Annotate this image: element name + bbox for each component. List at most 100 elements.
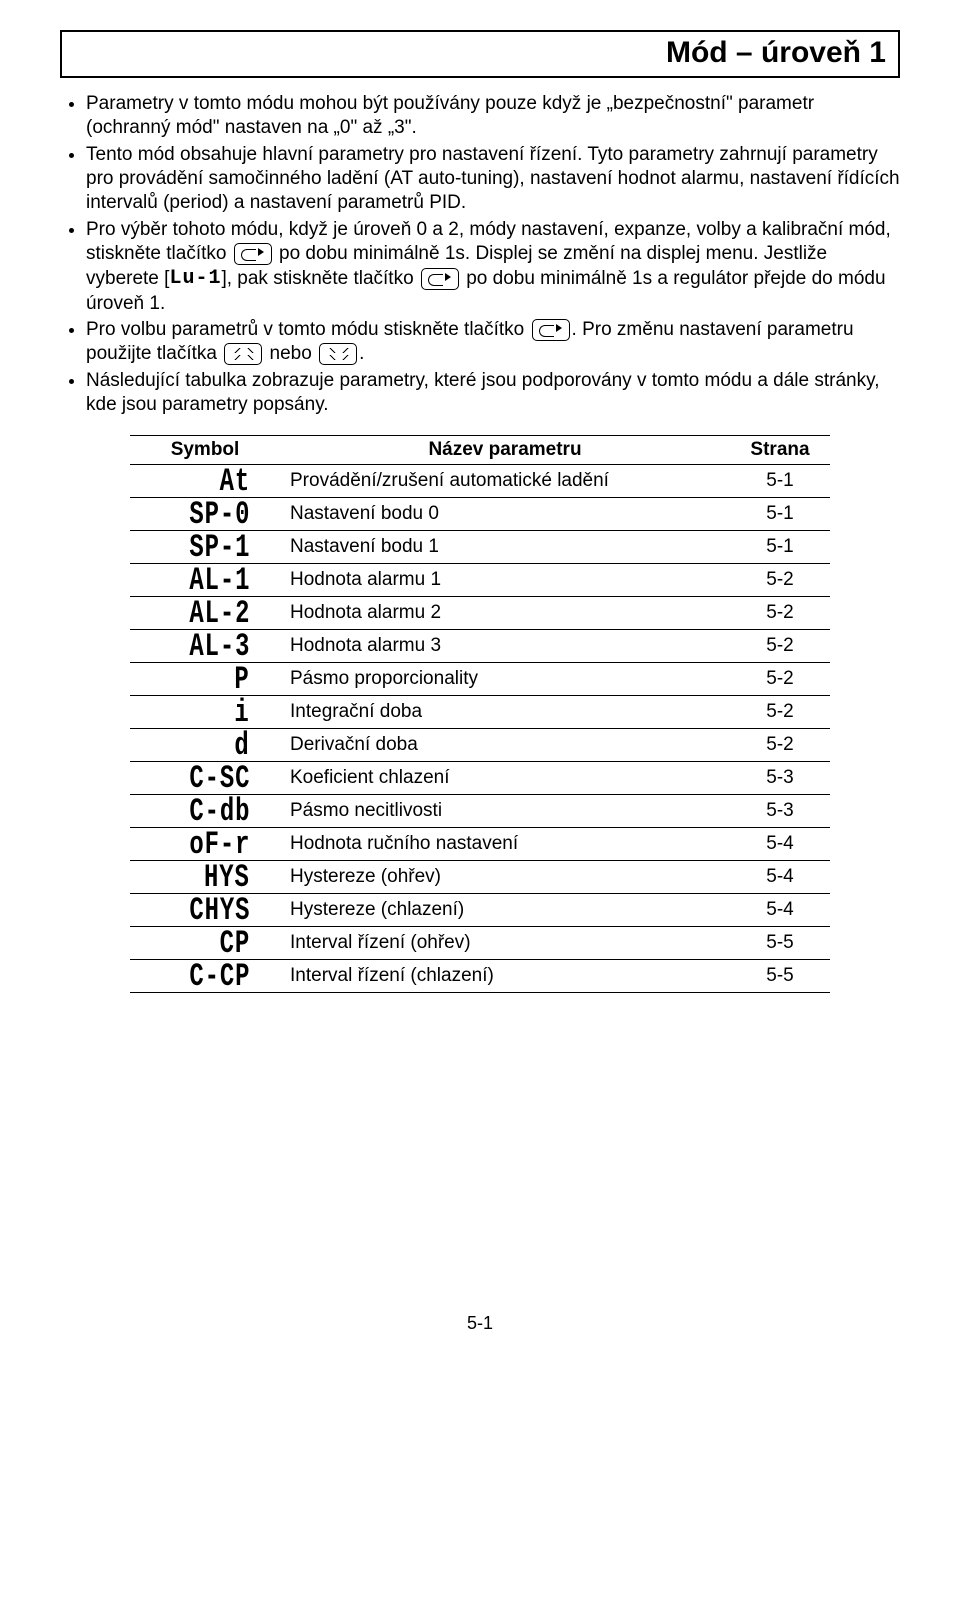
name-cell: Pásmo proporcionality: [280, 663, 730, 696]
table-row: HYS Hystereze (ohřev)5-4: [130, 861, 830, 894]
bullet-4-text-d: .: [359, 343, 364, 364]
name-cell: Interval řízení (chlazení): [280, 960, 730, 993]
bullet-2: Tento mód obsahuje hlavní parametry pro …: [86, 143, 900, 216]
symbol-cell: SP-0: [130, 498, 280, 531]
segment-symbol: AL-3: [189, 630, 250, 663]
segment-symbol: CHYS: [189, 894, 250, 927]
symbol-cell: CHYS: [130, 894, 280, 927]
name-cell: Hystereze (ohřev): [280, 861, 730, 894]
bullet-1: Parametry v tomto módu mohou být používá…: [86, 92, 900, 141]
segment-symbol: At: [219, 465, 250, 498]
name-cell: Nastavení bodu 0: [280, 498, 730, 531]
page-cell: 5-2: [730, 729, 830, 762]
name-cell: Nastavení bodu 1: [280, 531, 730, 564]
parameter-table: Symbol Název parametru Strana At Prováděn…: [130, 435, 830, 993]
table-row: AL-3Hodnota alarmu 35-2: [130, 630, 830, 663]
page-cell: 5-5: [730, 927, 830, 960]
page-number: 5-1: [60, 1313, 900, 1334]
page-cell: 5-1: [730, 498, 830, 531]
page-cell: 5-3: [730, 762, 830, 795]
symbol-cell: oF-r: [130, 828, 280, 861]
symbol-cell: C-SC: [130, 762, 280, 795]
table-row: C-CPInterval řízení (chlazení)5-5: [130, 960, 830, 993]
table-row: CHYS Hystereze (chlazení)5-4: [130, 894, 830, 927]
symbol-cell: i: [130, 696, 280, 729]
name-cell: Hystereze (chlazení): [280, 894, 730, 927]
cycle-icon: [234, 243, 272, 265]
table-row: d Derivační doba5-2: [130, 729, 830, 762]
segment-symbol: i: [235, 696, 250, 729]
symbol-cell: CP: [130, 927, 280, 960]
name-cell: Derivační doba: [280, 729, 730, 762]
symbol-cell: C-CP: [130, 960, 280, 993]
name-cell: Hodnota alarmu 3: [280, 630, 730, 663]
segment-symbol: HYS: [204, 861, 250, 894]
name-cell: Hodnota alarmu 2: [280, 597, 730, 630]
bullet-3: Pro výběr tohoto módu, když je úroveň 0 …: [86, 218, 900, 317]
segment-symbol: oF-r: [189, 828, 250, 861]
table-row: PPásmo proporcionality5-2: [130, 663, 830, 696]
bullet-4-text-a: Pro volbu parametrů v tomto módu stiskně…: [86, 319, 530, 340]
cycle-icon: [421, 268, 459, 290]
symbol-cell: AL-2: [130, 597, 280, 630]
bullet-3-text-c: ], pak stiskněte tlačítko: [221, 268, 418, 289]
symbol-cell: P: [130, 663, 280, 696]
table-header-row: Symbol Název parametru Strana: [130, 436, 830, 465]
name-cell: Koeficient chlazení: [280, 762, 730, 795]
table-row: At Provádění/zrušení automatické ladění5-…: [130, 465, 830, 498]
segment-label-lu1: Lu-1: [169, 267, 221, 290]
page-cell: 5-4: [730, 894, 830, 927]
down-icon: [319, 343, 357, 365]
name-cell: Provádění/zrušení automatické ladění: [280, 465, 730, 498]
segment-symbol: d: [235, 729, 250, 762]
page: Mód – úroveň 1 Parametry v tomto módu mo…: [0, 0, 960, 1374]
bullet-4: Pro volbu parametrů v tomto módu stiskně…: [86, 318, 900, 367]
col-symbol: Symbol: [130, 436, 280, 465]
page-cell: 5-1: [730, 465, 830, 498]
segment-symbol: AL-1: [189, 564, 250, 597]
symbol-cell: At: [130, 465, 280, 498]
up-icon: [224, 343, 262, 365]
col-name: Název parametru: [280, 436, 730, 465]
symbol-cell: C-db: [130, 795, 280, 828]
page-cell: 5-2: [730, 696, 830, 729]
bullet-5: Následující tabulka zobrazuje parametry,…: [86, 369, 900, 418]
page-cell: 5-2: [730, 564, 830, 597]
name-cell: Hodnota ručního nastavení: [280, 828, 730, 861]
name-cell: Interval řízení (ohřev): [280, 927, 730, 960]
segment-symbol: SP-0: [189, 498, 250, 531]
symbol-cell: SP-1: [130, 531, 280, 564]
table-row: AL-2Hodnota alarmu 25-2: [130, 597, 830, 630]
page-cell: 5-3: [730, 795, 830, 828]
bullet-list: Parametry v tomto módu mohou být používá…: [60, 92, 900, 417]
name-cell: Hodnota alarmu 1: [280, 564, 730, 597]
symbol-cell: d: [130, 729, 280, 762]
symbol-cell: HYS: [130, 861, 280, 894]
symbol-cell: AL-1: [130, 564, 280, 597]
title-box: Mód – úroveň 1: [60, 30, 900, 78]
page-cell: 5-4: [730, 828, 830, 861]
symbol-cell: AL-3: [130, 630, 280, 663]
name-cell: Integrační doba: [280, 696, 730, 729]
table-row: i Integrační doba5-2: [130, 696, 830, 729]
page-title: Mód – úroveň 1: [74, 36, 886, 70]
table-row: C-dbPásmo necitlivosti5-3: [130, 795, 830, 828]
segment-symbol: SP-1: [189, 531, 250, 564]
table-row: oF-r Hodnota ručního nastavení5-4: [130, 828, 830, 861]
segment-symbol: P: [235, 663, 250, 696]
segment-symbol: CP: [219, 927, 250, 960]
page-cell: 5-1: [730, 531, 830, 564]
table-row: AL-1 Hodnota alarmu 15-2: [130, 564, 830, 597]
name-cell: Pásmo necitlivosti: [280, 795, 730, 828]
bullet-4-text-c: nebo: [264, 343, 317, 364]
page-cell: 5-4: [730, 861, 830, 894]
segment-symbol: C-CP: [189, 960, 250, 993]
table-row: C-SC Koeficient chlazení5-3: [130, 762, 830, 795]
table-row: CP Interval řízení (ohřev)5-5: [130, 927, 830, 960]
segment-symbol: AL-2: [189, 597, 250, 630]
col-page: Strana: [730, 436, 830, 465]
table-row: SP-1 Nastavení bodu 15-1: [130, 531, 830, 564]
cycle-icon: [532, 319, 570, 341]
table-row: SP-0 Nastavení bodu 05-1: [130, 498, 830, 531]
segment-symbol: C-SC: [189, 762, 250, 795]
